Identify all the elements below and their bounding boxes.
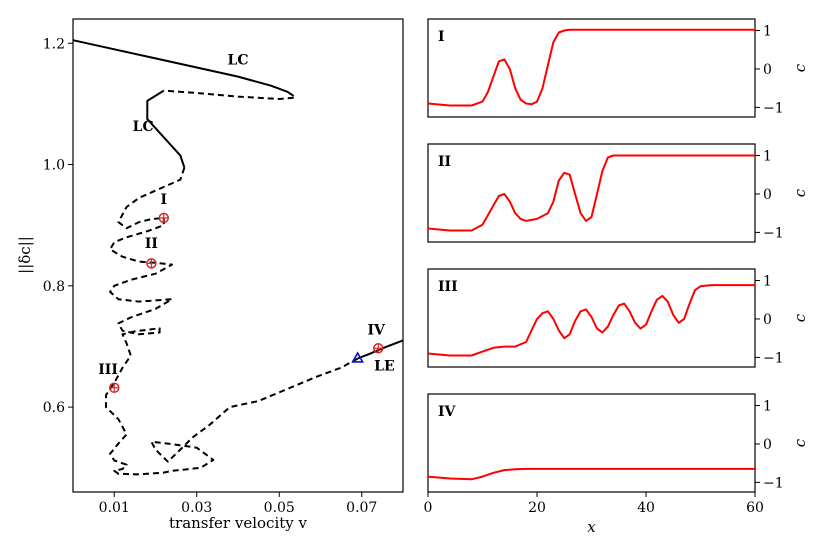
- profile-y-tick-label: −1: [763, 100, 784, 116]
- profile-y-tick-label: −1: [763, 350, 784, 366]
- profile-y-tick-label: 0: [763, 62, 772, 78]
- bifurcation-x-ticks: 0.01 0.03 0.05 0.07: [99, 492, 377, 516]
- branch-line-2: [163, 89, 294, 100]
- point-marker-I: [158, 212, 169, 224]
- profile-y-axis-label: c: [791, 63, 809, 72]
- branch-line-5: [357, 339, 404, 360]
- profile-panel-IV: IV 1 0 −1 c 0 20 40 60 x: [424, 393, 809, 536]
- profile-panel-label: I: [438, 29, 445, 45]
- profile-panels: I 1 0 −1 c II 1 0 −1 c III 1 0 −1 c IV 1 0 −1 c 0 20 40 60 x: [424, 18, 809, 536]
- x-tick-label: 0.01: [99, 500, 130, 516]
- profile-frame: [427, 18, 756, 118]
- y-tick-label: 0.8: [43, 279, 65, 295]
- point-marker-IV: [373, 343, 384, 354]
- profile-y-tick-label: 1: [763, 274, 772, 290]
- x-tick-label: 0.05: [264, 500, 295, 516]
- transition-triangle-marker: [351, 351, 364, 363]
- bifurcation-panel: 0.01 0.03 0.05 0.07 0.60.81.01.2 LCLCIIIIII…: [16, 18, 404, 532]
- profile-x-axis-label: x: [587, 518, 596, 536]
- profile-curve: [427, 154, 755, 232]
- profile-frame: [427, 393, 756, 493]
- profile-y-axis-label: c: [791, 438, 809, 447]
- bifurcation-y-ticks: 0.6 0.8 1.0 1.2: [43, 36, 73, 416]
- profile-curve: [427, 284, 755, 357]
- profile-frame: [427, 143, 756, 243]
- point-marker-II: [146, 258, 157, 269]
- y-tick-label: 0.6: [43, 400, 65, 416]
- profile-x-tick-label: 40: [637, 500, 655, 516]
- profile-x-tick-label: 0: [424, 500, 433, 516]
- profile-y-tick-label: 1: [763, 24, 772, 40]
- branch-line-3: [146, 89, 186, 168]
- profile-y-axis-label: c: [791, 188, 809, 197]
- x-tick-label: 0.07: [346, 500, 377, 516]
- profile-y-tick-label: 0: [763, 187, 772, 203]
- profile-y-tick-label: −1: [763, 475, 784, 491]
- profile-x-tick-label: 20: [528, 500, 546, 516]
- branch-line-1: [72, 39, 295, 97]
- annotation-label: III: [98, 362, 118, 378]
- profile-y-tick-label: 1: [763, 149, 772, 165]
- point-marker-III: [109, 382, 120, 393]
- annotation-label: LE: [374, 359, 395, 375]
- annotation-label: IV: [367, 322, 386, 338]
- profile-curve: [427, 467, 755, 481]
- profile-y-tick-label: 0: [763, 437, 772, 453]
- profile-y-axis-label: c: [791, 313, 809, 322]
- bifurcation-y-axis-label: ||δc||: [16, 236, 34, 274]
- annotation-label: LC: [133, 119, 154, 135]
- profile-panel-label: II: [438, 154, 451, 170]
- profile-frame: [427, 268, 756, 368]
- profile-panel-III: III 1 0 −1 c: [427, 268, 809, 368]
- annotation-label: LC: [228, 52, 249, 68]
- profile-curve: [427, 28, 755, 107]
- profile-y-tick-label: 1: [763, 399, 772, 415]
- profile-x-tick-label: 60: [746, 500, 764, 516]
- x-tick-label: 0.03: [181, 500, 212, 516]
- annotation-label: II: [145, 236, 158, 252]
- profile-panel-label: IV: [438, 404, 457, 420]
- bifurcation-plot-frame: [72, 18, 404, 493]
- profile-panel-label: III: [438, 279, 458, 295]
- annotation-label: I: [160, 192, 167, 208]
- y-tick-label: 1.0: [43, 158, 65, 174]
- profile-y-tick-label: 0: [763, 312, 772, 328]
- profile-panel-II: II 1 0 −1 c: [427, 143, 809, 243]
- y-tick-label: 1.2: [43, 36, 65, 52]
- profile-y-tick-label: −1: [763, 225, 784, 241]
- bifurcation-curves: [72, 39, 404, 476]
- bifurcation-x-axis-label: transfer velocity v: [169, 514, 308, 532]
- bifurcation-markers: [109, 212, 384, 393]
- profile-panel-I: I 1 0 −1 c: [427, 18, 809, 118]
- branch-line-4: [105, 167, 359, 476]
